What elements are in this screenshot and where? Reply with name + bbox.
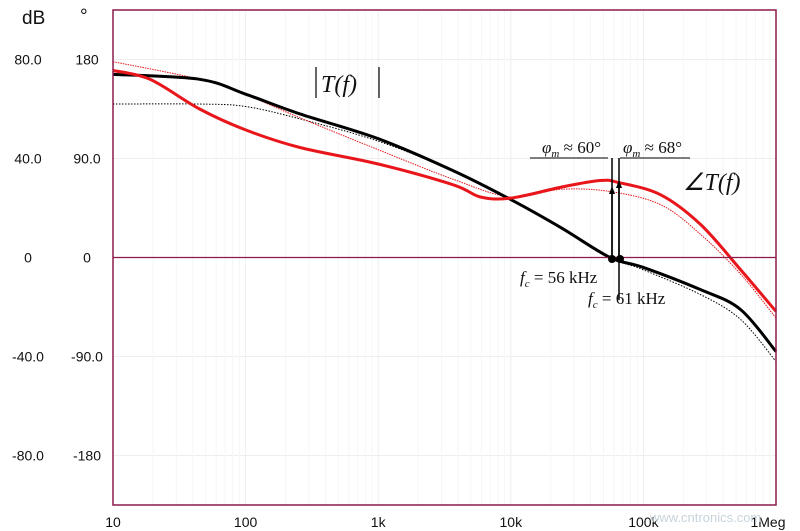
series-group [112, 61, 778, 362]
y-left-tick-label: -80.0 [12, 448, 44, 464]
phase-curve-thick [112, 69, 778, 313]
y-left-tick-label: 80.0 [14, 52, 41, 68]
y-right-tick-label: 90.0 [73, 151, 100, 167]
y-right-unit: ° [80, 6, 88, 27]
pm1-label: φm ≈ 60° [542, 138, 601, 160]
y-right-tick-label: 180 [75, 52, 99, 68]
y-left-tick-label: 40.0 [14, 151, 41, 167]
y-left-tick-label: 0 [24, 250, 32, 266]
watermark: www.cntronics.com [649, 510, 761, 525]
x-tick-label: 100 [234, 514, 258, 530]
magnitude-curve-thick [112, 72, 778, 353]
fc1-label: fc = 56 kHz [520, 268, 598, 290]
x-tick-label: 1Meg [750, 514, 785, 530]
x-tick-label: 100k [628, 514, 659, 530]
svg-text:T(f): T(f) [321, 72, 357, 98]
phase-curve-thin [112, 61, 777, 319]
arrow-head-pm2 [616, 180, 622, 188]
axis-ticks: 10 100 1k 10k 100k 1Meg 80.0 180 40.0 90.0 0 0 -40.0… [12, 52, 785, 531]
arrow-head-pm1 [609, 186, 615, 194]
y-left-tick-label: -40.0 [12, 349, 44, 365]
y-left-unit: dB [22, 8, 45, 29]
crossover-point-56k [608, 255, 616, 263]
magnitude-label: T(f) [315, 67, 380, 98]
x-tick-label: 10k [500, 514, 524, 530]
crossover-point-61k [616, 255, 624, 263]
x-tick-label: 1k [371, 514, 387, 530]
phase-label: ∠T(f) [683, 170, 741, 196]
y-right-tick-label: -180 [73, 448, 101, 464]
pm2-label: φm ≈ 68° [623, 138, 682, 160]
fc2-label: fc = 61 kHz [588, 289, 666, 311]
magnitude-curve-dotted [112, 103, 777, 362]
x-tick-label: 10 [105, 514, 121, 530]
y-right-tick-label: 0 [83, 250, 91, 266]
y-right-tick-label: -90.0 [71, 349, 103, 365]
